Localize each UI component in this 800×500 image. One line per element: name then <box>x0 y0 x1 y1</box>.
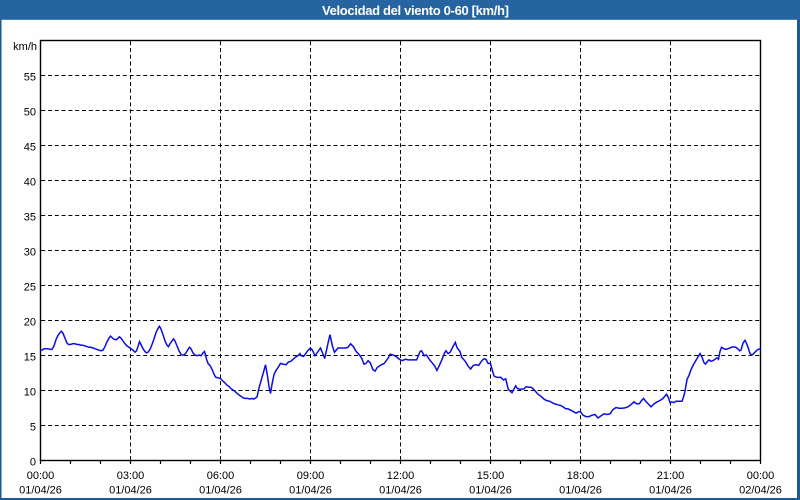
svg-text:03:00: 03:00 <box>117 470 145 482</box>
svg-text:09:00: 09:00 <box>297 470 325 482</box>
svg-text:01/04/26: 01/04/26 <box>289 484 332 496</box>
svg-text:40: 40 <box>24 177 36 189</box>
svg-text:35: 35 <box>24 212 36 224</box>
svg-text:55: 55 <box>24 72 36 84</box>
svg-text:Velocidad del viento 0-60 [km/: Velocidad del viento 0-60 [km/h] <box>322 3 509 18</box>
svg-text:18:00: 18:00 <box>567 470 595 482</box>
svg-text:01/04/26: 01/04/26 <box>469 484 512 496</box>
svg-text:5: 5 <box>30 422 36 434</box>
svg-text:01/04/26: 01/04/26 <box>379 484 422 496</box>
svg-text:00:00: 00:00 <box>27 470 55 482</box>
svg-text:21:00: 21:00 <box>657 470 685 482</box>
svg-text:12:00: 12:00 <box>387 470 415 482</box>
svg-text:02/04/26: 02/04/26 <box>739 484 782 496</box>
svg-text:10: 10 <box>24 387 36 399</box>
svg-text:25: 25 <box>24 282 36 294</box>
svg-text:30: 30 <box>24 247 36 259</box>
svg-text:45: 45 <box>24 142 36 154</box>
svg-text:01/04/26: 01/04/26 <box>19 484 62 496</box>
svg-text:01/04/26: 01/04/26 <box>559 484 602 496</box>
svg-text:00:00: 00:00 <box>747 470 775 482</box>
svg-text:20: 20 <box>24 317 36 329</box>
svg-text:01/04/26: 01/04/26 <box>649 484 692 496</box>
svg-text:01/04/26: 01/04/26 <box>199 484 242 496</box>
svg-text:15:00: 15:00 <box>477 470 505 482</box>
svg-text:01/04/26: 01/04/26 <box>109 484 152 496</box>
svg-text:0: 0 <box>30 457 36 469</box>
svg-text:50: 50 <box>24 107 36 119</box>
svg-text:km/h: km/h <box>13 41 37 53</box>
svg-text:15: 15 <box>24 352 36 364</box>
svg-text:06:00: 06:00 <box>207 470 235 482</box>
